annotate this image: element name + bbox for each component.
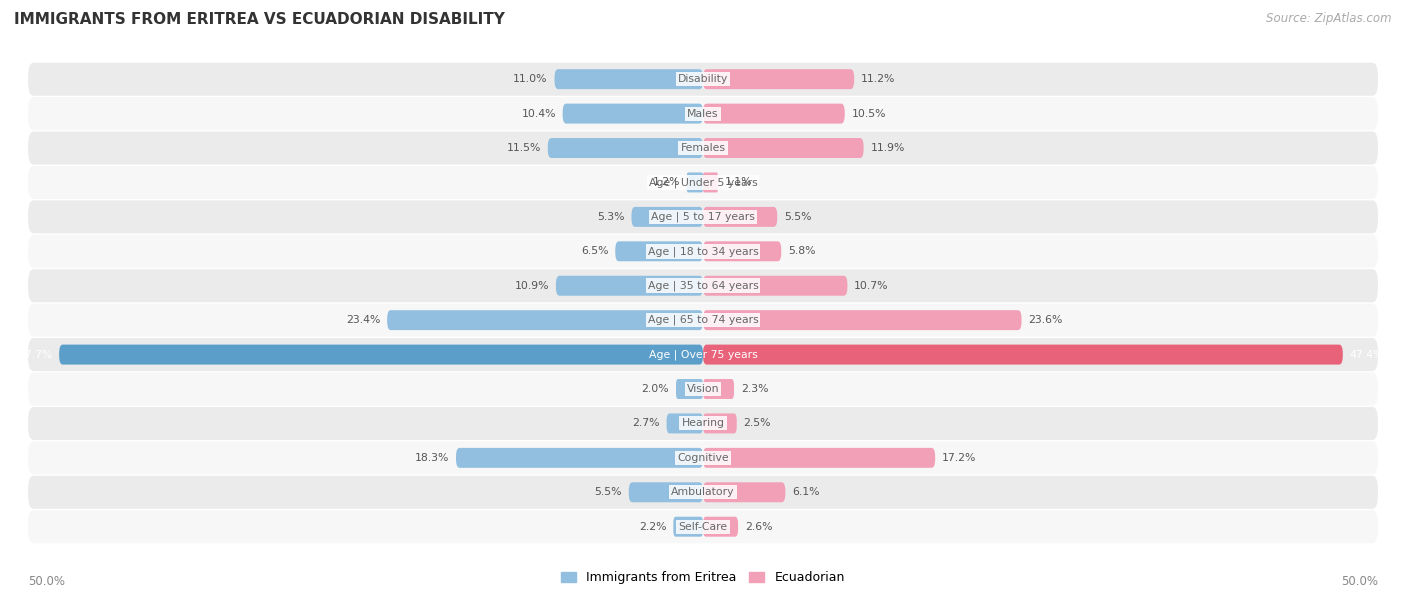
FancyBboxPatch shape: [631, 207, 703, 227]
Text: Self-Care: Self-Care: [679, 521, 727, 532]
FancyBboxPatch shape: [703, 448, 935, 468]
Text: 2.3%: 2.3%: [741, 384, 768, 394]
Text: 11.0%: 11.0%: [513, 74, 548, 84]
FancyBboxPatch shape: [703, 517, 738, 537]
FancyBboxPatch shape: [703, 310, 1022, 330]
Text: Age | 65 to 74 years: Age | 65 to 74 years: [648, 315, 758, 326]
FancyBboxPatch shape: [28, 132, 1378, 165]
Text: 10.7%: 10.7%: [855, 281, 889, 291]
FancyBboxPatch shape: [703, 103, 845, 124]
FancyBboxPatch shape: [59, 345, 703, 365]
Text: 50.0%: 50.0%: [1341, 575, 1378, 588]
FancyBboxPatch shape: [703, 345, 1343, 365]
FancyBboxPatch shape: [28, 166, 1378, 199]
Text: 6.1%: 6.1%: [792, 487, 820, 498]
FancyBboxPatch shape: [28, 441, 1378, 474]
FancyBboxPatch shape: [703, 207, 778, 227]
Text: 5.5%: 5.5%: [595, 487, 621, 498]
Text: 23.4%: 23.4%: [346, 315, 381, 325]
FancyBboxPatch shape: [28, 338, 1378, 371]
Text: Disability: Disability: [678, 74, 728, 84]
FancyBboxPatch shape: [28, 62, 1378, 95]
FancyBboxPatch shape: [28, 235, 1378, 268]
FancyBboxPatch shape: [703, 69, 855, 89]
Text: Cognitive: Cognitive: [678, 453, 728, 463]
Text: Ambulatory: Ambulatory: [671, 487, 735, 498]
FancyBboxPatch shape: [673, 517, 703, 537]
FancyBboxPatch shape: [28, 269, 1378, 302]
Text: Hearing: Hearing: [682, 419, 724, 428]
Text: 47.7%: 47.7%: [18, 349, 52, 360]
Text: IMMIGRANTS FROM ERITREA VS ECUADORIAN DISABILITY: IMMIGRANTS FROM ERITREA VS ECUADORIAN DI…: [14, 12, 505, 28]
Text: 11.5%: 11.5%: [506, 143, 541, 153]
Text: 10.4%: 10.4%: [522, 108, 555, 119]
FancyBboxPatch shape: [562, 103, 703, 124]
FancyBboxPatch shape: [703, 276, 848, 296]
Text: 2.0%: 2.0%: [641, 384, 669, 394]
Text: 10.5%: 10.5%: [852, 108, 886, 119]
FancyBboxPatch shape: [456, 448, 703, 468]
Text: 50.0%: 50.0%: [28, 575, 65, 588]
FancyBboxPatch shape: [28, 97, 1378, 130]
Text: 11.2%: 11.2%: [860, 74, 896, 84]
Text: 18.3%: 18.3%: [415, 453, 450, 463]
Text: 23.6%: 23.6%: [1028, 315, 1063, 325]
Text: 5.3%: 5.3%: [598, 212, 624, 222]
FancyBboxPatch shape: [686, 173, 703, 192]
Text: 6.5%: 6.5%: [581, 246, 609, 256]
FancyBboxPatch shape: [548, 138, 703, 158]
FancyBboxPatch shape: [28, 510, 1378, 543]
Text: Age | 18 to 34 years: Age | 18 to 34 years: [648, 246, 758, 256]
Text: 2.7%: 2.7%: [633, 419, 659, 428]
Text: 1.1%: 1.1%: [724, 177, 752, 187]
FancyBboxPatch shape: [28, 200, 1378, 233]
FancyBboxPatch shape: [554, 69, 703, 89]
Text: 2.6%: 2.6%: [745, 521, 772, 532]
FancyBboxPatch shape: [28, 373, 1378, 406]
FancyBboxPatch shape: [28, 304, 1378, 337]
Text: 1.2%: 1.2%: [652, 177, 681, 187]
FancyBboxPatch shape: [703, 379, 734, 399]
FancyBboxPatch shape: [676, 379, 703, 399]
Text: Source: ZipAtlas.com: Source: ZipAtlas.com: [1267, 12, 1392, 25]
Text: Age | 35 to 64 years: Age | 35 to 64 years: [648, 280, 758, 291]
Text: 17.2%: 17.2%: [942, 453, 976, 463]
FancyBboxPatch shape: [703, 241, 782, 261]
Text: 2.5%: 2.5%: [744, 419, 770, 428]
FancyBboxPatch shape: [555, 276, 703, 296]
Legend: Immigrants from Eritrea, Ecuadorian: Immigrants from Eritrea, Ecuadorian: [557, 566, 849, 589]
Text: 47.4%: 47.4%: [1350, 349, 1384, 360]
FancyBboxPatch shape: [616, 241, 703, 261]
Text: 2.2%: 2.2%: [640, 521, 666, 532]
Text: 5.5%: 5.5%: [785, 212, 811, 222]
Text: Age | 5 to 17 years: Age | 5 to 17 years: [651, 212, 755, 222]
Text: 10.9%: 10.9%: [515, 281, 550, 291]
Text: Age | Over 75 years: Age | Over 75 years: [648, 349, 758, 360]
FancyBboxPatch shape: [703, 138, 863, 158]
FancyBboxPatch shape: [666, 414, 703, 433]
FancyBboxPatch shape: [387, 310, 703, 330]
Text: 5.8%: 5.8%: [787, 246, 815, 256]
Text: Males: Males: [688, 108, 718, 119]
FancyBboxPatch shape: [28, 476, 1378, 509]
FancyBboxPatch shape: [703, 414, 737, 433]
FancyBboxPatch shape: [703, 173, 718, 192]
FancyBboxPatch shape: [28, 407, 1378, 440]
Text: Vision: Vision: [686, 384, 720, 394]
Text: 11.9%: 11.9%: [870, 143, 904, 153]
FancyBboxPatch shape: [628, 482, 703, 502]
Text: Age | Under 5 years: Age | Under 5 years: [648, 177, 758, 188]
FancyBboxPatch shape: [703, 482, 786, 502]
Text: Females: Females: [681, 143, 725, 153]
